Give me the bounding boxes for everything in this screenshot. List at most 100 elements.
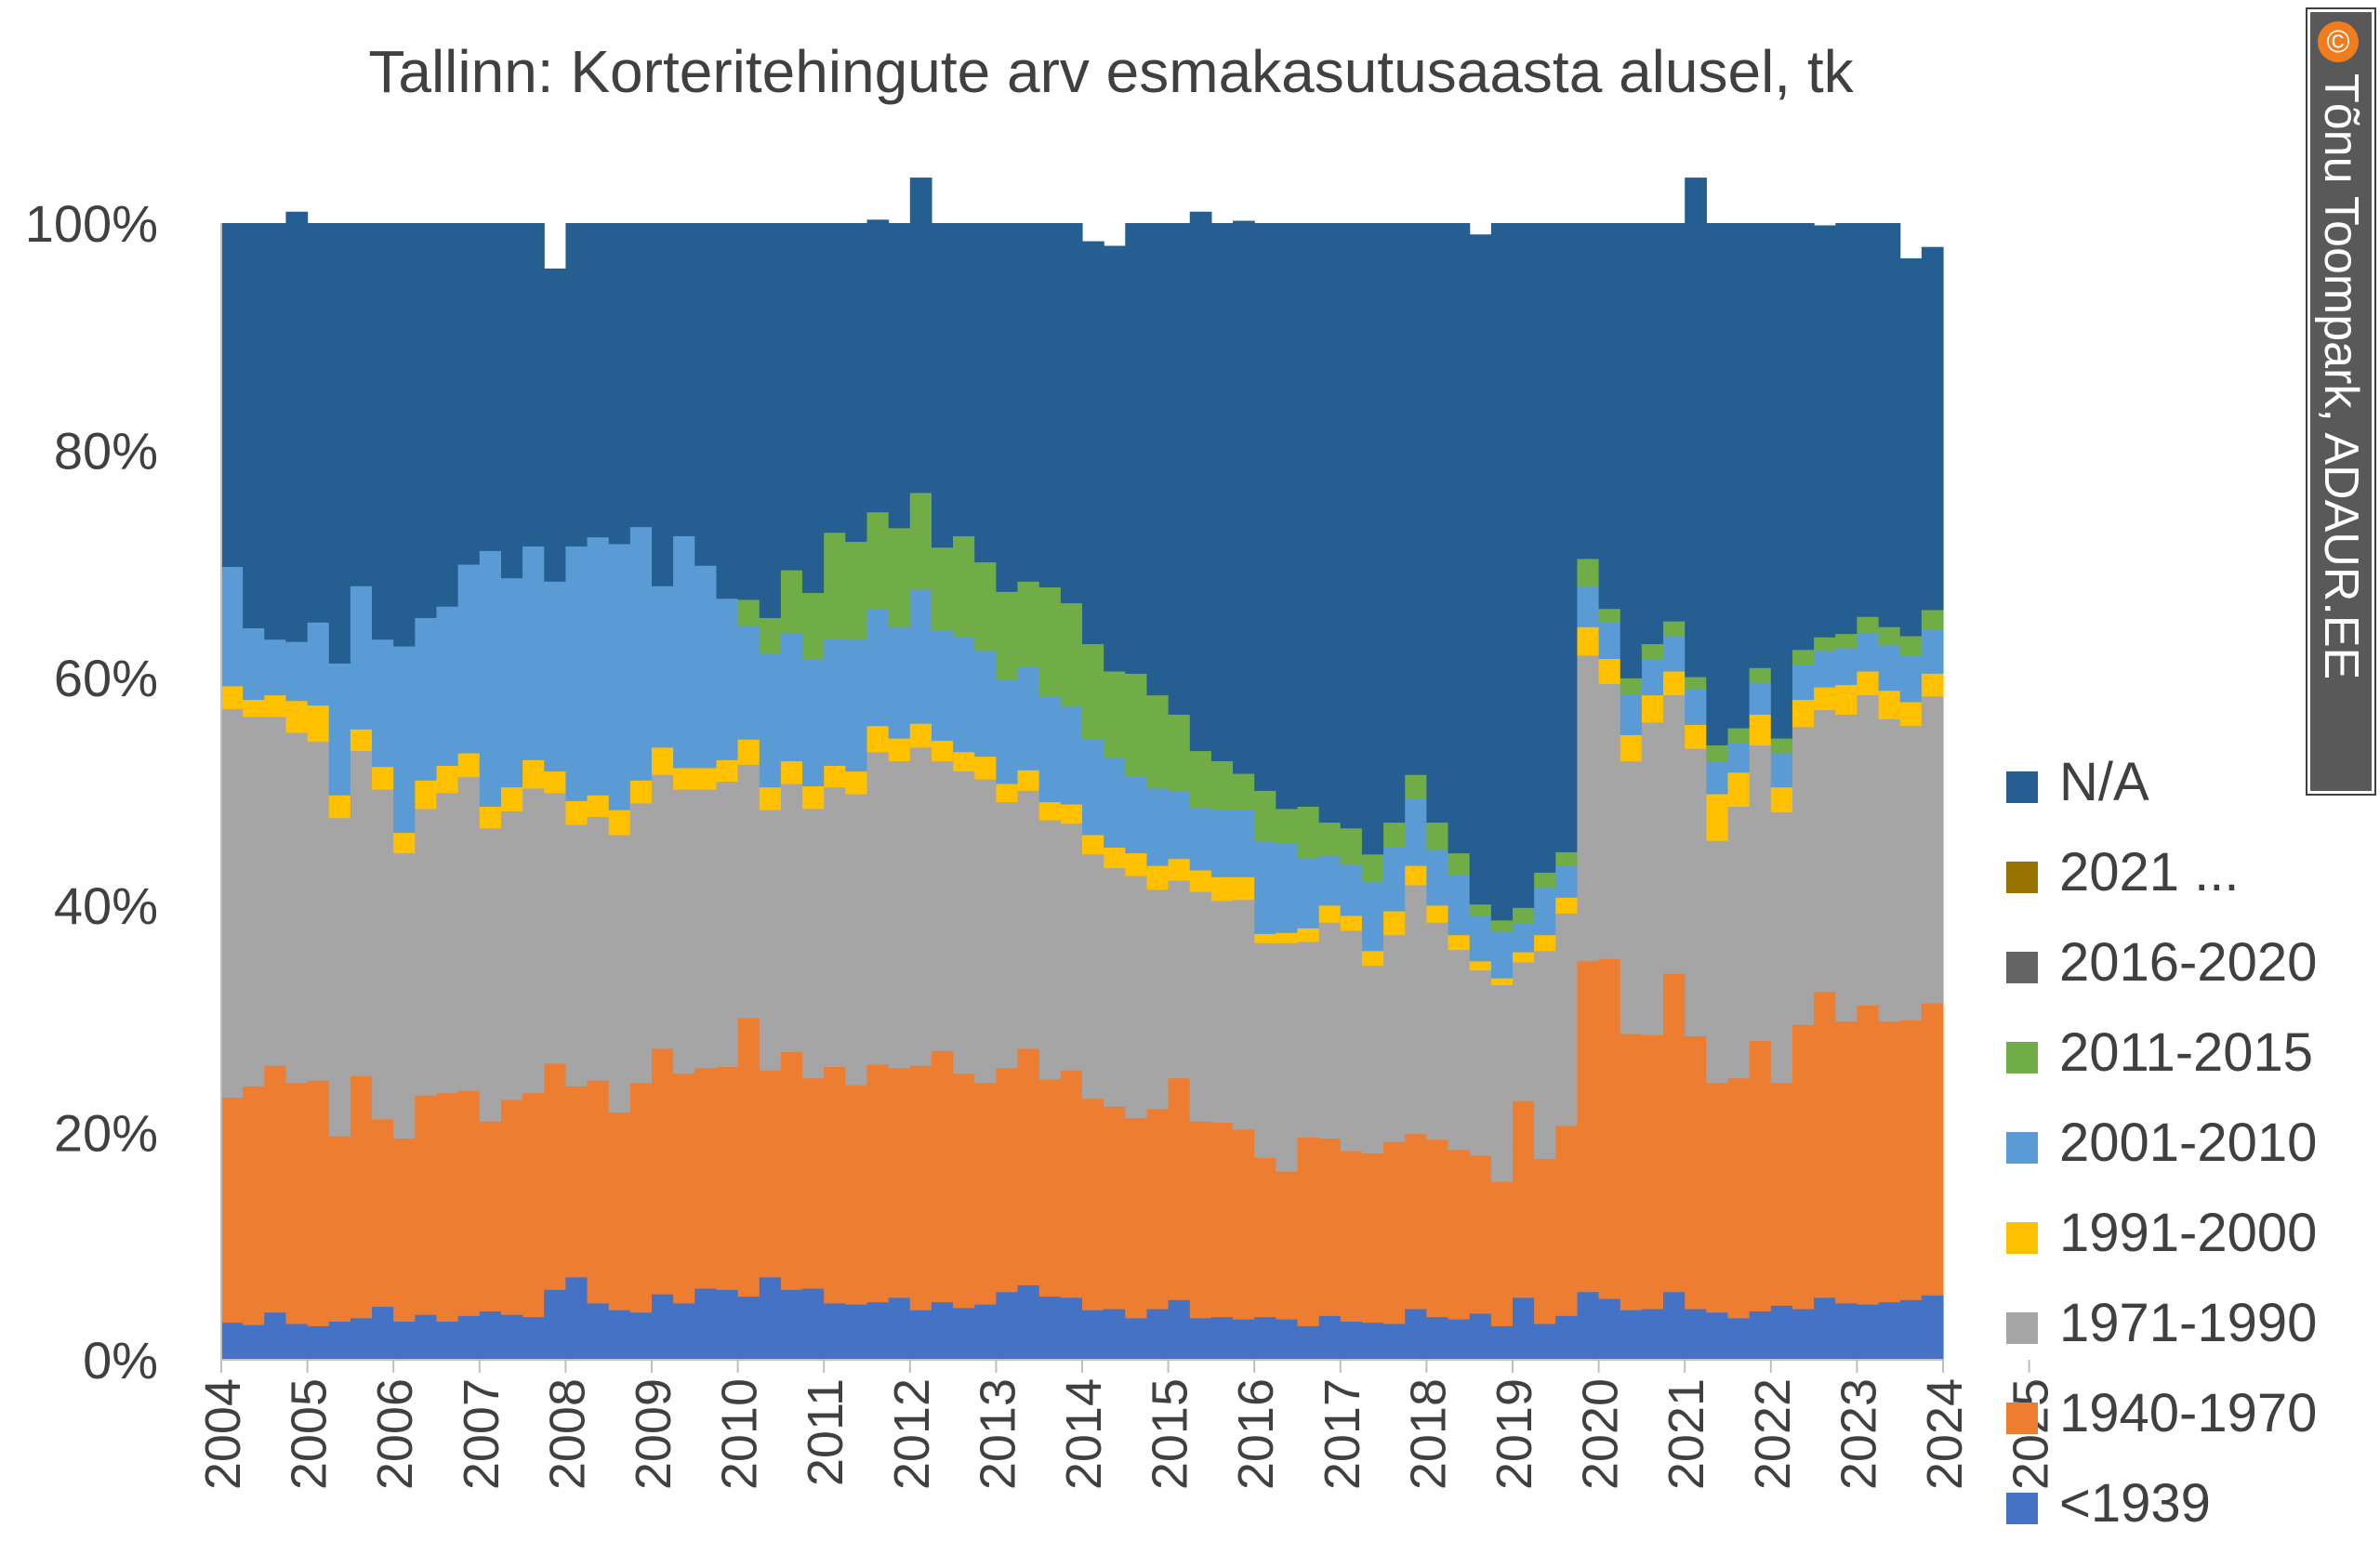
bar-segment bbox=[1835, 648, 1858, 686]
bar-segment bbox=[737, 625, 760, 740]
legend-label: 1971-1990 bbox=[2059, 1293, 2317, 1353]
bar-segment bbox=[243, 716, 265, 1086]
bar-segment bbox=[629, 1311, 653, 1361]
bar-segment bbox=[544, 792, 566, 1064]
bar-segment bbox=[1534, 887, 1556, 936]
bar-segment bbox=[243, 1086, 265, 1325]
bar-segment bbox=[1555, 851, 1579, 866]
bar-segment bbox=[1297, 928, 1320, 942]
bar-segment bbox=[1878, 626, 1901, 646]
bar-segment bbox=[780, 570, 803, 633]
bar-segment bbox=[544, 581, 566, 772]
bar-segment bbox=[1899, 1299, 1923, 1361]
bar-segment bbox=[1426, 849, 1449, 906]
bar-segment bbox=[1490, 223, 1514, 921]
bar-segment bbox=[1104, 1308, 1126, 1361]
bar-segment bbox=[1318, 904, 1342, 923]
bar-segment bbox=[1792, 726, 1815, 1025]
bar-segment bbox=[1577, 960, 1600, 1293]
bar-segment bbox=[629, 780, 653, 804]
bar-segment bbox=[1490, 1180, 1514, 1326]
bar-segment bbox=[1210, 810, 1234, 877]
bar-segment bbox=[608, 1112, 631, 1310]
bar-segment bbox=[1060, 223, 1083, 604]
bar-segment bbox=[1469, 969, 1492, 1156]
bar-segment bbox=[415, 780, 438, 810]
bar-segment bbox=[974, 561, 997, 652]
x-tick-label: 2008 bbox=[539, 1378, 595, 1490]
bar-segment bbox=[652, 223, 674, 586]
bar-segment bbox=[479, 806, 502, 829]
bar-segment bbox=[1577, 626, 1600, 656]
bar-segment bbox=[1254, 790, 1276, 842]
bar-segment bbox=[1125, 775, 1148, 854]
bar-segment bbox=[1534, 950, 1556, 1160]
bar-segment bbox=[587, 223, 610, 538]
x-tick-label: 2013 bbox=[970, 1378, 1025, 1490]
legend-label: <1939 bbox=[2059, 1473, 2211, 1534]
bar-segment bbox=[931, 740, 954, 762]
bar-segment bbox=[909, 492, 932, 590]
bar-segment bbox=[1426, 223, 1449, 823]
bar-segment bbox=[1038, 586, 1062, 697]
bar-segment bbox=[1555, 897, 1579, 914]
bar-segment bbox=[500, 223, 523, 579]
bar-segment bbox=[1254, 933, 1276, 943]
bar-segment bbox=[1340, 929, 1363, 1152]
bar-segment bbox=[1878, 1301, 1901, 1361]
bar-segment bbox=[780, 632, 803, 762]
bar-segment bbox=[931, 1050, 954, 1303]
bar-segment bbox=[350, 586, 373, 730]
bar-segment bbox=[1857, 670, 1880, 696]
x-tick-label: 2016 bbox=[1228, 1378, 1284, 1490]
copyright-icon: © bbox=[2317, 21, 2359, 62]
bar-segment bbox=[1276, 932, 1299, 943]
x-tick-label: 2006 bbox=[367, 1378, 423, 1490]
bar-segment bbox=[522, 787, 545, 1094]
bar-segment bbox=[1038, 820, 1062, 1080]
bar-segment bbox=[1555, 1126, 1579, 1316]
bar-segment bbox=[479, 1121, 502, 1312]
bar-segment bbox=[1448, 1318, 1471, 1361]
bar-segment bbox=[1598, 658, 1621, 684]
bar-segment bbox=[565, 546, 588, 801]
bar-segment bbox=[1405, 884, 1427, 1135]
bar-segment bbox=[1706, 1082, 1729, 1313]
bar-segment bbox=[500, 1099, 523, 1315]
bar-segment bbox=[1340, 223, 1363, 829]
bar-segment bbox=[1276, 842, 1299, 933]
watermark-label: Tõnu Toompark, ADAUR.EE bbox=[2314, 73, 2368, 680]
bar-segment bbox=[372, 223, 394, 640]
bar-segment bbox=[802, 808, 825, 1079]
bar-segment bbox=[824, 786, 846, 1068]
bar-segment bbox=[1620, 693, 1643, 735]
bar-segment bbox=[1426, 904, 1449, 923]
bar-segment bbox=[1749, 223, 1772, 668]
y-tick-label: 20% bbox=[54, 1103, 158, 1162]
bar-segment bbox=[866, 1301, 890, 1361]
bar-segment bbox=[1706, 760, 1729, 795]
x-tick-label: 2014 bbox=[1056, 1378, 1112, 1490]
bar-segment bbox=[673, 535, 695, 769]
bar-segment bbox=[1017, 770, 1040, 791]
bar-segment bbox=[1189, 1317, 1212, 1361]
bar-segment bbox=[415, 1095, 438, 1315]
bar-segment bbox=[587, 536, 610, 796]
bar-segment bbox=[436, 1092, 459, 1323]
bar-segment bbox=[457, 1315, 481, 1361]
bar-segment bbox=[1017, 581, 1040, 667]
bar-segment bbox=[737, 223, 760, 600]
bar-segment bbox=[1297, 806, 1320, 859]
bar-segment bbox=[996, 783, 1019, 803]
bar-segment bbox=[1383, 1141, 1406, 1324]
bar-segment bbox=[1641, 721, 1664, 1035]
bar-segment bbox=[996, 1291, 1019, 1361]
bar-segment bbox=[909, 178, 932, 494]
bar-segment bbox=[1276, 808, 1299, 844]
bar-segment bbox=[931, 547, 954, 631]
bar-segment bbox=[1555, 865, 1579, 898]
bar-segment bbox=[1749, 744, 1772, 1041]
bar-segment bbox=[1598, 622, 1621, 660]
bar-segment bbox=[1448, 949, 1471, 1151]
